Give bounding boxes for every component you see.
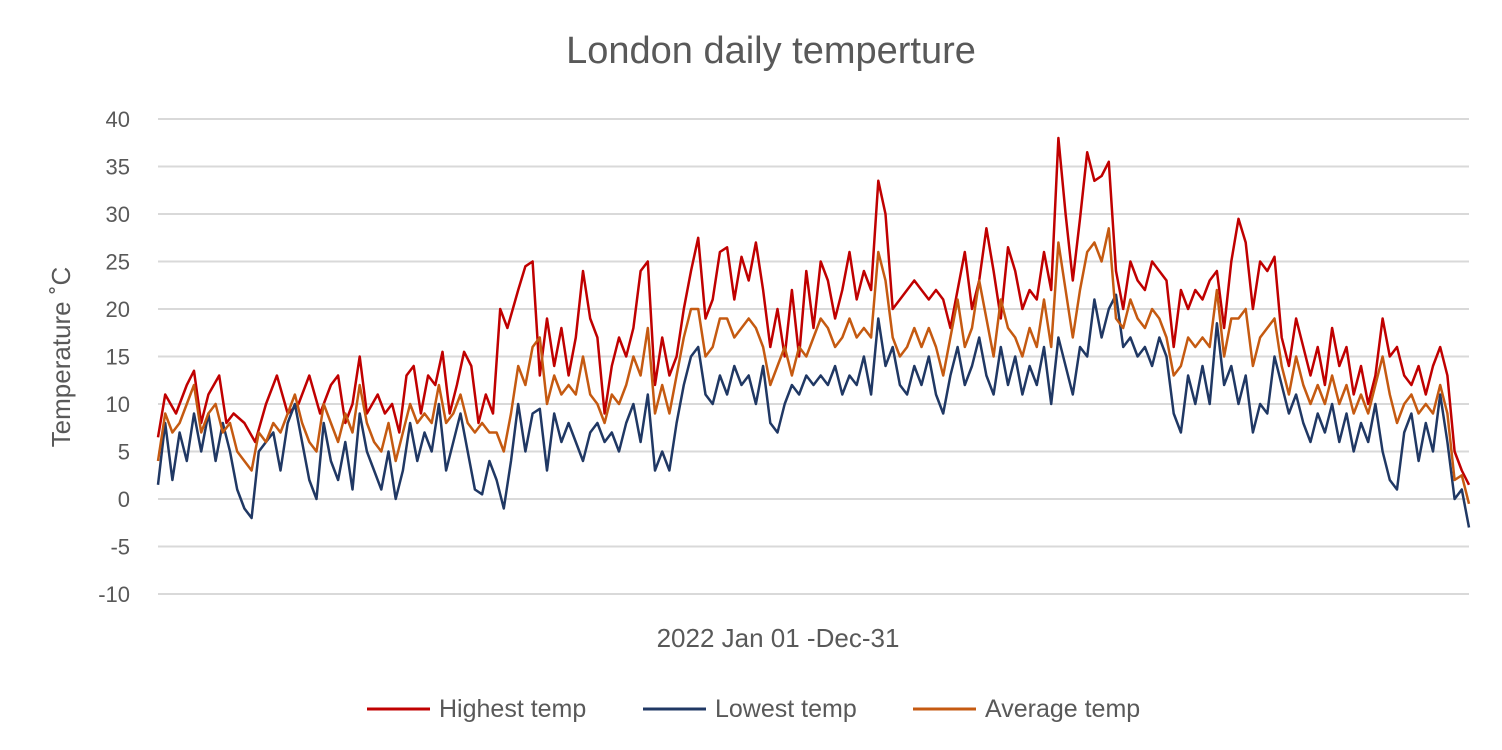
- series-line-average-temp: [156, 227, 1471, 505]
- y-tick-label: -10: [98, 582, 130, 607]
- legend: Highest temp Lowest temp Average temp: [367, 695, 1140, 723]
- y-tick-label: 40: [106, 107, 130, 132]
- y-tick-label: 35: [106, 155, 130, 180]
- y-tick-label: 25: [106, 250, 130, 275]
- series-line-lowest-temp: [156, 293, 1471, 528]
- series-line-highest-temp: [156, 136, 1471, 486]
- y-tick-label: -5: [110, 535, 130, 560]
- legend-label: Average temp: [985, 695, 1140, 723]
- y-tick-label: 30: [106, 202, 130, 227]
- series-lines: [156, 136, 1471, 528]
- y-tick-label: 20: [106, 297, 130, 322]
- y-tick-label: 10: [106, 392, 130, 417]
- y-tick-label: 15: [106, 345, 130, 370]
- chart-title: London daily temperture: [566, 30, 976, 72]
- legend-label: Lowest temp: [715, 695, 857, 723]
- y-tick-labels: -10 -5 0 5 10 15 20 25 30 35 40: [98, 107, 130, 607]
- y-tick-label: 0: [118, 487, 130, 512]
- gridlines: [158, 118, 1469, 595]
- legend-label: Highest temp: [439, 695, 586, 723]
- y-axis-label: Temperature ˚C: [46, 267, 76, 448]
- y-tick-label: 5: [118, 440, 130, 465]
- x-axis-label: 2022 Jan 01 -Dec-31: [657, 623, 900, 653]
